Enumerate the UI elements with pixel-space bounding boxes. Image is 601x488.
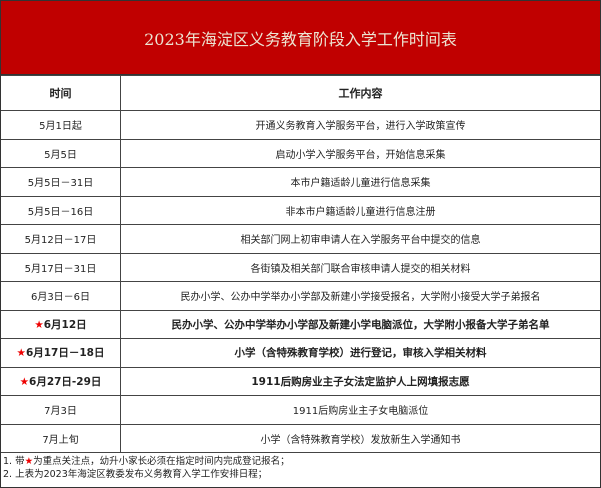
star-icon: ★ [34,318,44,331]
row-time: 5月5日 [1,138,121,168]
row-time-text: 7月3日 [44,406,77,418]
row-content: 相关部门网上初审申请人在入学服务平台中提交的信息 [120,224,600,254]
header-content: 工作内容 [120,75,600,111]
row-time: 5月12日－17日 [1,224,121,254]
row-time: 5月5日－16日 [1,195,121,225]
note-1-prefix: 1. 带 [3,456,25,467]
row-content: 本市户籍适龄儿童进行信息采集 [120,167,600,197]
header-time: 时间 [1,75,121,111]
row-time: 5月5日－31日 [1,167,121,197]
table-row: 5月5日 启动小学入学服务平台，开始信息采集 [1,138,600,168]
row-content: 1911后购房业主子女法定监护人上网填报志愿 [120,366,600,396]
notes: 1. 带★为重点关注点，幼升小家长必须在指定时间内完成登记报名； 2. 上表为2… [1,453,600,483]
note-1-text: 为重点关注点，幼升小家长必须在指定时间内完成登记报名； [33,456,290,467]
row-content: 民办小学、公办中学举办小学部及新建小学电脑派位，大学附小报备大学子弟名单 [120,309,600,339]
row-time-text: 7月上旬 [42,434,79,446]
row-content: 各街镇及相关部门联合审核申请人提交的相关材料 [120,252,600,282]
row-time-text: 6月3日－6日 [30,292,91,304]
row-time: 7月3日 [1,395,121,425]
row-time-text: 5月17日－31日 [24,263,97,275]
table-row: 5月17日－31日 各街镇及相关部门联合审核申请人提交的相关材料 [1,252,600,282]
note-1: 1. 带★为重点关注点，幼升小家长必须在指定时间内完成登记报名； [3,455,598,468]
row-time-text: 5月5日 [44,149,77,161]
row-content: 非本市户籍适龄儿童进行信息注册 [120,195,600,225]
row-time: 7月上旬 [1,423,121,453]
table-row: 5月5日－16日 非本市户籍适龄儿童进行信息注册 [1,195,600,225]
row-time: 6月3日－6日 [1,281,121,311]
row-time: ★6月17日－18日 [1,338,121,368]
table-row: 5月12日－17日 相关部门网上初审申请人在入学服务平台中提交的信息 [1,224,600,254]
star-icon: ★ [19,375,30,388]
row-content: 开通义务教育入学服务平台，进行入学政策宣传 [120,110,600,140]
row-time-text: 5月1日起 [39,121,82,133]
row-content: 民办小学、公办中学举办小学部及新建小学接受报名，大学附小接受大学子弟报名 [120,281,600,311]
row-time: ★6月27日-29日 [1,366,121,396]
row-time-text: 6月12日 [43,318,87,331]
row-time: ★6月12日 [1,309,121,339]
schedule-table: 时间 工作内容 5月1日起 开通义务教育入学服务平台，进行入学政策宣传 5月5日 启动… [1,75,600,453]
table-header-row: 时间 工作内容 [1,75,600,111]
row-content: 小学（含特殊教育学校）发放新生入学通知书 [120,423,600,453]
row-time: 5月17日－31日 [1,252,121,282]
star-icon: ★ [16,347,26,360]
table-row: ★6月12日 民办小学、公办中学举办小学部及新建小学电脑派位，大学附小报备大学子弟… [1,309,600,339]
row-time-text: 6月17日－18日 [25,347,105,360]
row-content: 1911后购房业主子女电脑派位 [120,395,600,425]
row-time-text: 5月12日－17日 [24,235,97,247]
table-row: ★6月17日－18日 小学（含特殊教育学校）进行登记，审核入学相关材料 [1,338,600,368]
table-row: 6月3日－6日 民办小学、公办中学举办小学部及新建小学接受报名，大学附小接受大学子… [1,281,600,311]
row-content: 启动小学入学服务平台，开始信息采集 [120,138,600,168]
table-row: 7月3日 1911后购房业主子女电脑派位 [1,395,600,425]
row-time: 5月1日起 [1,110,121,140]
row-time-text: 5月5日－31日 [27,178,94,190]
table-row: 7月上旬 小学（含特殊教育学校）发放新生入学通知书 [1,423,600,453]
table-row: 5月1日起 开通义务教育入学服务平台，进行入学政策宣传 [1,110,600,140]
table-row: 5月5日－31日 本市户籍适龄儿童进行信息采集 [1,167,600,197]
row-time-text: 6月27日-29日 [29,375,102,388]
row-content: 小学（含特殊教育学校）进行登记，审核入学相关材料 [120,338,600,368]
note-2: 2. 上表为2023年海淀区教委发布义务教育入学工作安排日程； [3,469,268,480]
table-row: ★6月27日-29日 1911后购房业主子女法定监护人上网填报志愿 [1,366,600,396]
page-title: 2023年海淀区义务教育阶段入学工作时间表 [1,1,600,75]
star-icon: ★ [24,456,34,467]
row-time-text: 5月5日－16日 [27,206,94,218]
